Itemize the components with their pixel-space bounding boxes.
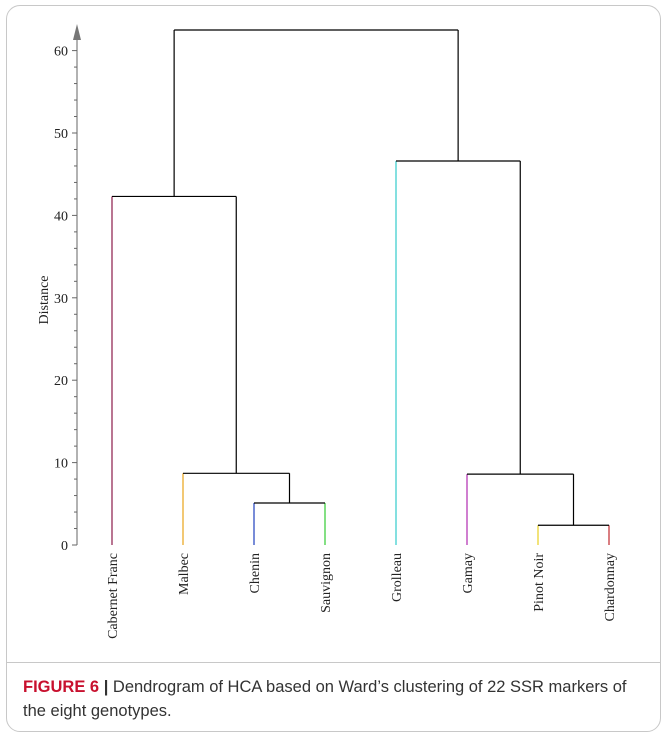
dendrogram-tree xyxy=(111,29,610,545)
y-tick-label: 50 xyxy=(54,127,68,142)
leaf-labels: Cabernet Franc Malbec Chenin Sauvignon Groll… xyxy=(106,553,618,639)
figure-caption: FIGURE 6 | Dendrogram of HCA based on Wa… xyxy=(23,675,643,723)
caption-separator: | xyxy=(103,678,109,696)
leaf-label: Sauvignon xyxy=(319,553,334,613)
caption-text: Dendrogram of HCA based on Ward’s cluste… xyxy=(23,678,627,720)
y-tick-label: 60 xyxy=(54,45,68,60)
y-tick-label: 30 xyxy=(54,292,68,307)
y-tick-label: 10 xyxy=(54,457,68,472)
figure-border xyxy=(6,5,661,732)
leaf-label: Malbec xyxy=(177,553,192,595)
caption-label: FIGURE 6 xyxy=(23,678,100,696)
leaf-label: Gamay xyxy=(461,553,476,593)
y-axis-label: Distance xyxy=(37,276,52,325)
caption-divider xyxy=(7,662,660,663)
dendrogram-chart: 0 10 20 30 40 50 60 Cabernet Franc Malbec Chenin… xyxy=(37,24,618,639)
leaf-label: Pinot Noir xyxy=(532,553,547,612)
y-axis: 0 10 20 30 40 50 60 xyxy=(54,24,81,554)
y-axis-arrow xyxy=(73,24,81,40)
y-tick-label: 0 xyxy=(61,539,68,554)
y-tick-label: 20 xyxy=(54,374,68,389)
leaf-label: Chenin xyxy=(248,553,263,593)
leaf-label: Grolleau xyxy=(390,553,405,602)
leaf-label: Cabernet Franc xyxy=(106,553,121,639)
leaf-label: Chardonnay xyxy=(603,553,618,621)
y-tick-label: 40 xyxy=(54,209,68,224)
